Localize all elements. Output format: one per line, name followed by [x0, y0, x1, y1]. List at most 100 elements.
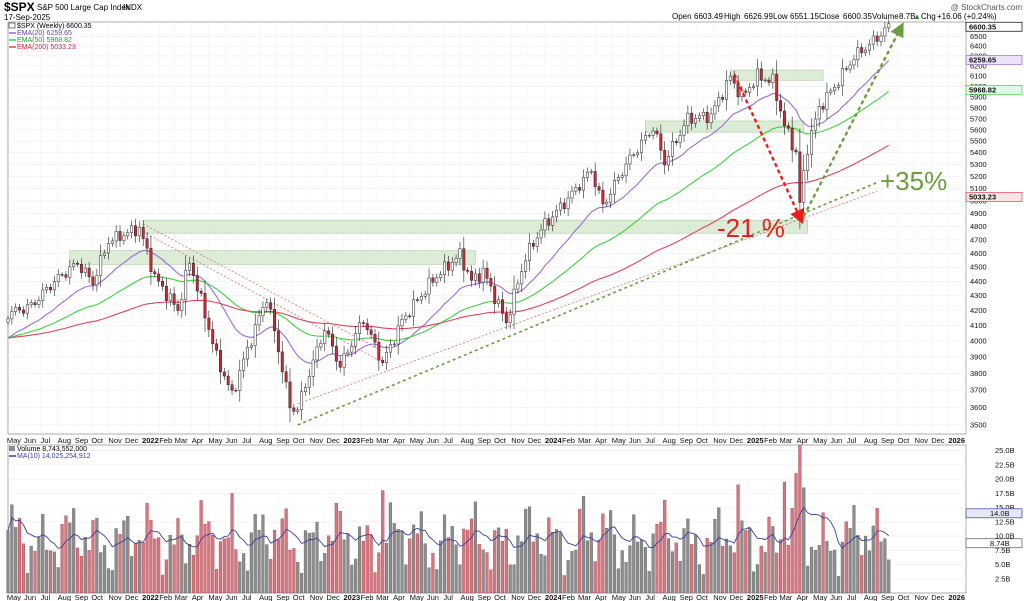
x-tick-label: 2022: [142, 436, 159, 445]
candle-body: [616, 177, 620, 181]
candle-body: [516, 283, 520, 290]
x-tick-label-bottom: Nov: [713, 593, 727, 601]
volume-bar: [578, 508, 582, 594]
candle-body: [748, 87, 752, 93]
volume-bar: [481, 549, 485, 594]
volume-bar: [296, 562, 300, 594]
candle-body: [191, 262, 195, 276]
x-tick-label-bottom: Mar: [175, 593, 188, 601]
candle-body: [72, 262, 76, 267]
candle-body: [261, 307, 265, 317]
volume-bar: [14, 527, 18, 594]
price-tick-label: 3700: [970, 386, 987, 395]
x-tick-label-bottom: Oct: [696, 593, 709, 601]
downtrend-line: [142, 223, 380, 350]
candle-body: [134, 225, 137, 237]
candle-body: [686, 112, 690, 127]
candle-body: [14, 307, 18, 312]
volume-bar: [806, 565, 810, 594]
price-tick-label: 5100: [970, 184, 987, 193]
candle-body: [597, 186, 601, 191]
candle-body: [408, 315, 412, 317]
volume-bar: [667, 538, 671, 594]
x-tick-label-bottom: Jul: [645, 593, 655, 601]
x-tick-label-bottom: Aug: [864, 593, 877, 601]
volume-bar: [118, 534, 122, 594]
x-tick-label-bottom: Jul: [847, 593, 857, 601]
x-tick-label-bottom: Nov: [108, 593, 122, 601]
candle-body: [531, 243, 535, 247]
candle-body: [709, 113, 713, 123]
uptrend-line: [297, 181, 878, 426]
x-tick-label: Oct: [898, 436, 911, 445]
volume-bar: [431, 552, 435, 594]
candle-body: [427, 277, 431, 295]
volume-tick-label: 15.0B: [995, 503, 1015, 512]
x-tick-label-bottom: Feb: [361, 593, 374, 601]
candle-body: [118, 231, 122, 241]
volume-bar: [705, 538, 709, 594]
volume-bar: [211, 535, 215, 594]
volume-bar: [276, 539, 280, 594]
rise-arrow: [802, 22, 904, 217]
volume-bar: [674, 542, 678, 594]
volume-bar: [303, 530, 307, 594]
price-tick-label: 6200: [970, 61, 987, 70]
drop-arrow: [733, 73, 804, 225]
candle-body: [342, 353, 346, 368]
candle-body: [361, 322, 365, 324]
volume-bar: [423, 543, 427, 594]
volume-bar: [253, 514, 257, 594]
open-value: 6603.49: [694, 12, 723, 21]
volume-axis: 2.5B 5.0B 7.5B 10.0B 12.5B 15.0B 17.5B 20.0B 22.…: [965, 446, 1023, 583]
volume-bar: [242, 553, 246, 594]
candle-body: [354, 333, 358, 347]
volume-bar: [554, 529, 559, 594]
candle-body: [37, 300, 41, 305]
candle-body: [161, 280, 164, 287]
volume-bar: [184, 563, 188, 594]
volume-bar: [319, 561, 323, 594]
candle-body: [613, 180, 616, 195]
volume-bar: [875, 508, 879, 594]
candle-body: [358, 322, 361, 334]
volume-bar: [856, 535, 860, 594]
volume-bar: [601, 513, 605, 594]
drop-annotation: -21 %: [717, 213, 785, 243]
candle-body: [106, 243, 110, 254]
volume-bar: [415, 533, 420, 594]
high-label: High: [724, 12, 740, 21]
x-tick-label-bottom: May: [7, 593, 21, 601]
candle-body: [446, 261, 450, 271]
volume-bar: [238, 561, 242, 594]
volume-bar: [357, 526, 362, 594]
candle-body: [725, 80, 728, 100]
price-flag-label: 6259.65: [969, 56, 996, 65]
volume-bar: [767, 516, 771, 594]
x-tick-label-bottom: Oct: [293, 593, 306, 601]
x-tick-label: May: [208, 436, 222, 445]
volume-bar: [724, 538, 729, 594]
volume-bar: [130, 556, 134, 594]
candle-body: [83, 267, 87, 273]
volume-bar: [809, 546, 814, 594]
volume-bar: [354, 558, 358, 594]
candle-body: [481, 267, 485, 283]
volume-bar: [469, 518, 474, 594]
x-tick-label-bottom: Mar: [376, 593, 389, 601]
volume-bar: [56, 567, 60, 594]
price-tick-label: 4800: [970, 222, 987, 231]
candle-body: [794, 149, 798, 153]
volume-bar: [779, 539, 783, 594]
candle-body: [701, 111, 705, 117]
x-tick-label: Aug: [58, 436, 71, 445]
candle-body: [767, 79, 771, 83]
x-tick-label: Aug: [864, 436, 877, 445]
volume-bar: [330, 540, 335, 594]
volume-bar: [439, 540, 443, 594]
volume-bar: [833, 549, 837, 594]
candle-body: [810, 130, 813, 155]
volume-bar: [245, 570, 250, 594]
price-tick-label: 3500: [970, 420, 987, 429]
legend-volume: Volume 8,743,552,000: [17, 446, 87, 453]
